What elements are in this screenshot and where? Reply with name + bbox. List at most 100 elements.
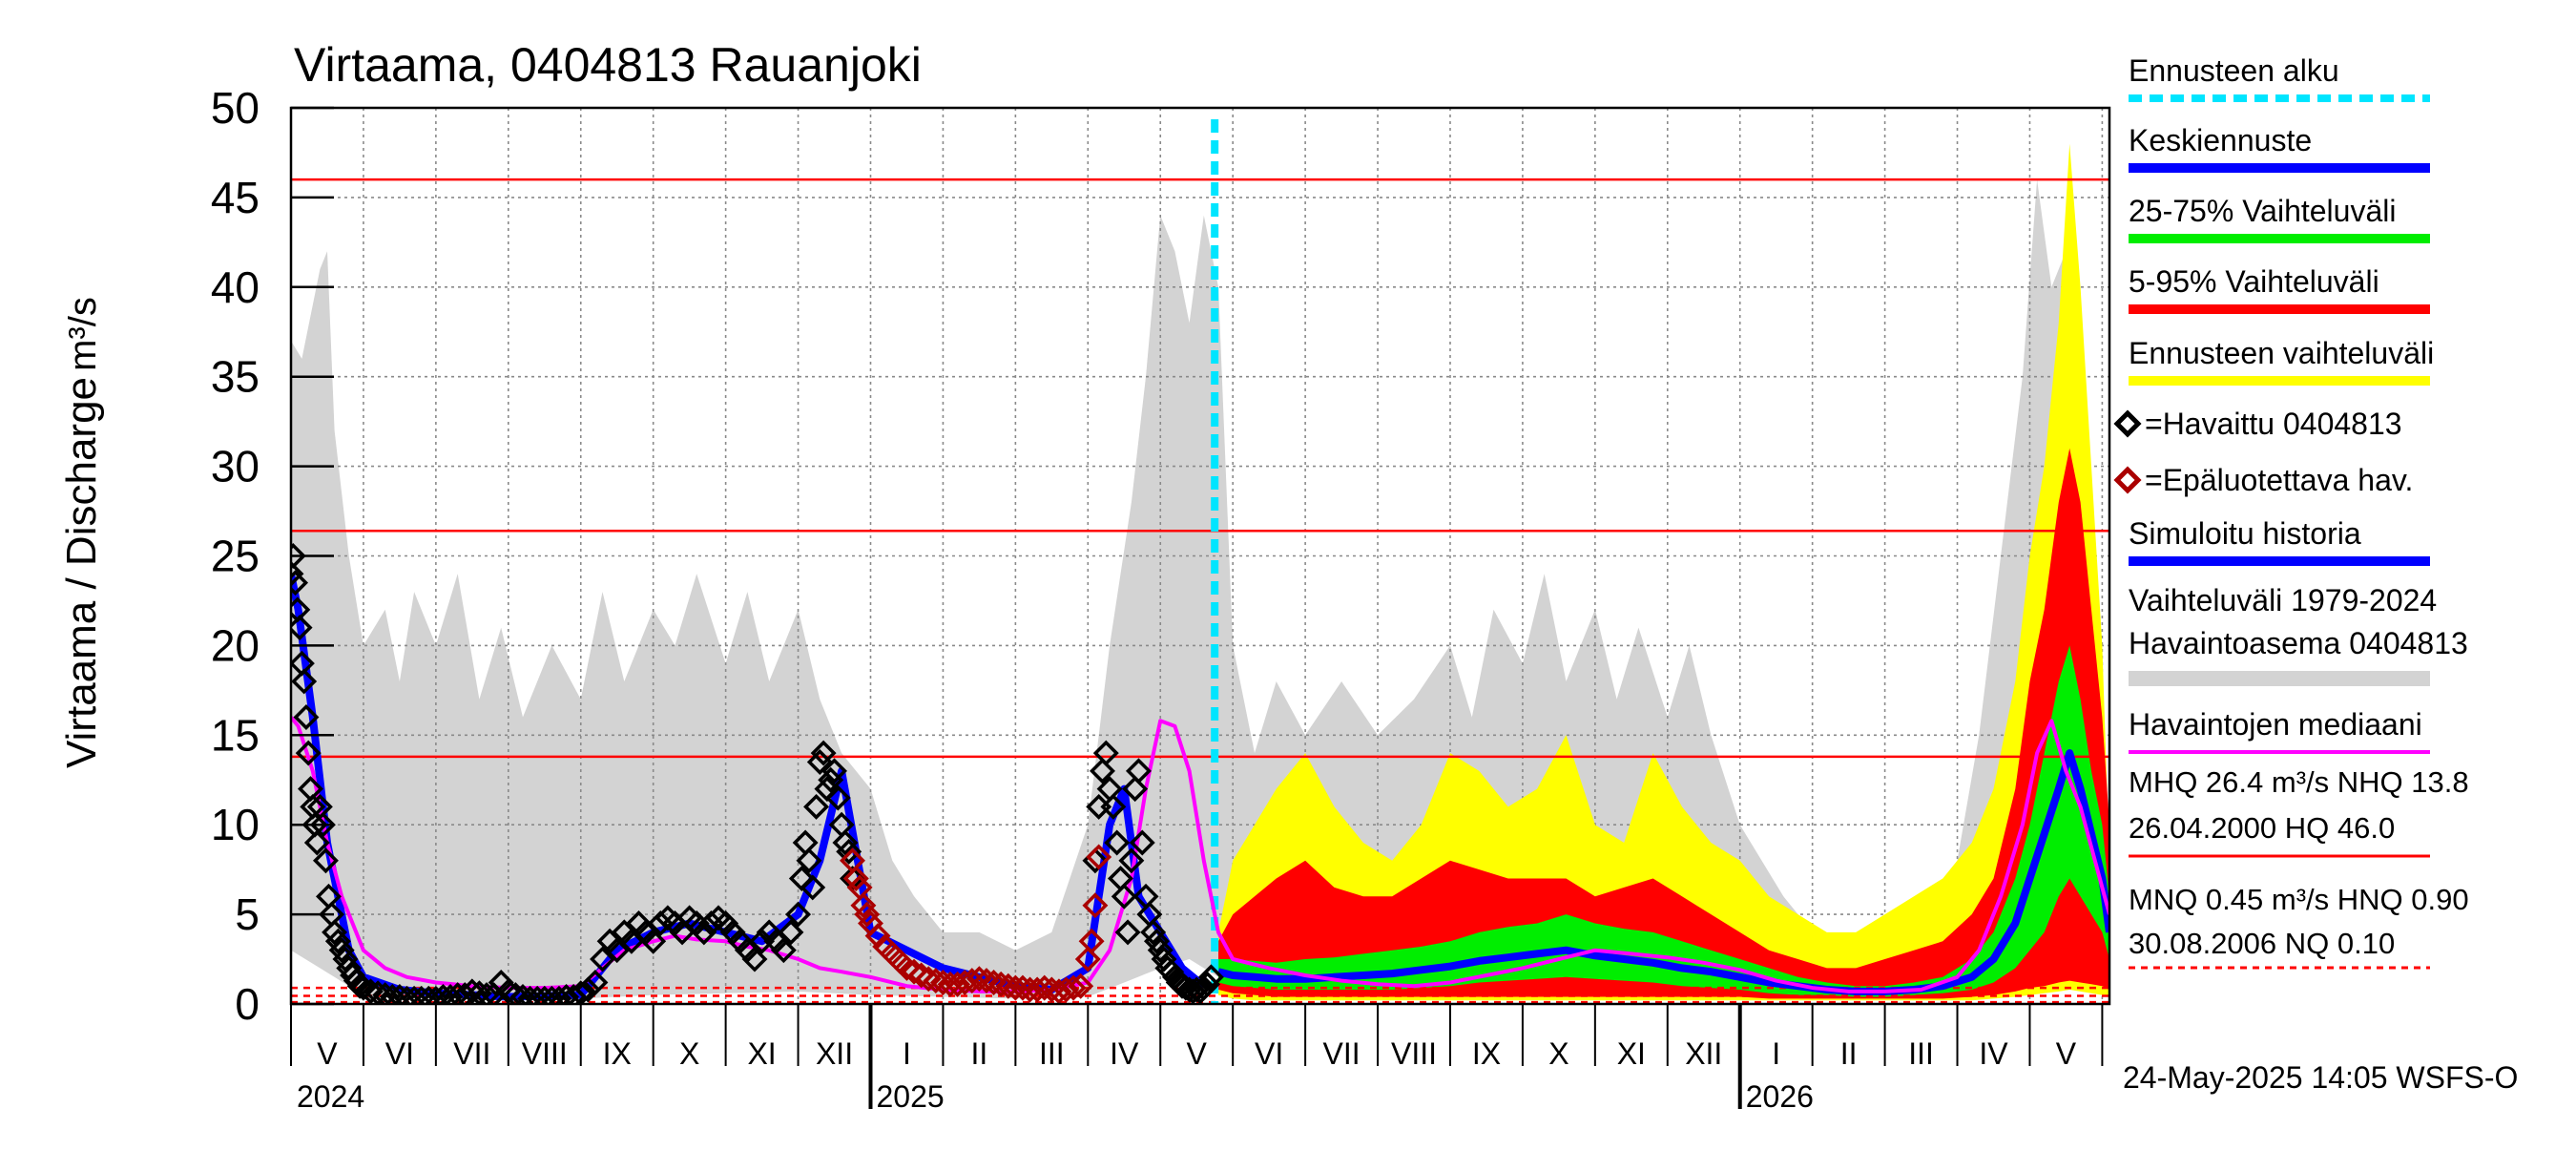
legend-label-vaihteluvali-5-95: 5-95% Vaihteluväli — [2129, 264, 2379, 299]
unreliable-point — [1086, 844, 1112, 870]
observed-point — [293, 704, 320, 730]
observed-point — [836, 838, 862, 865]
observed-point — [1100, 793, 1127, 820]
observed-point — [618, 928, 645, 954]
observed-point — [590, 946, 616, 972]
y-axis-unit: m³/s — [62, 297, 104, 371]
observed-point — [800, 874, 826, 901]
observed-point — [459, 978, 486, 1004]
observation-markers — [291, 543, 1224, 1004]
y-tick-label: 35 — [211, 352, 260, 402]
x-month-label: X — [1548, 1036, 1568, 1071]
unreliable-point — [854, 901, 881, 928]
observed-point — [322, 919, 348, 946]
x-month-label: VII — [453, 1036, 490, 1071]
stats-line-3: MNQ 0.45 m³/s HNQ 0.90 — [2129, 883, 2469, 916]
y-axis-label: Virtaama / Discharge — [58, 377, 105, 768]
forecast-range-band — [1218, 143, 2109, 1001]
y-tick-label: 20 — [211, 620, 260, 670]
y-tick-label: 25 — [211, 532, 260, 581]
observed-point — [1197, 964, 1224, 991]
x-month-label: X — [679, 1036, 699, 1071]
y-tick-label: 30 — [211, 442, 260, 491]
observed-point — [291, 543, 306, 569]
footer-timestamp: 24-May-2025 14:05 WSFS-O — [2123, 1060, 2518, 1095]
unreliable-point — [966, 966, 992, 993]
x-month-label: XII — [1685, 1036, 1722, 1071]
legend-label-ennusteen-vaihteluvali: Ennusteen vaihteluväli — [2129, 336, 2434, 370]
y-tick-label: 50 — [211, 83, 260, 133]
legend-swatch-epaluotettava — [2113, 466, 2142, 494]
unreliable-point — [1031, 974, 1058, 1001]
unreliable-point — [1068, 972, 1094, 999]
observed-point — [291, 615, 313, 641]
observed-point — [741, 946, 768, 972]
legend-label-keskiennuste: Keskiennuste — [2129, 123, 2312, 157]
x-month-label: IV — [1979, 1036, 2008, 1071]
forecast-25-75-band — [1218, 645, 2109, 997]
observed-point — [574, 976, 601, 1003]
legend-label-epaluotettava: =Epäluotettava hav. — [2145, 463, 2413, 497]
x-month-label: III — [1908, 1036, 1934, 1071]
observed-point — [582, 969, 609, 995]
observed-point — [832, 829, 859, 856]
observed-point — [796, 847, 822, 874]
x-month-label: I — [1772, 1036, 1780, 1071]
unreliable-point — [915, 966, 942, 993]
x-month-label: VI — [385, 1036, 414, 1071]
observed-point — [473, 982, 500, 1004]
observed-point — [1092, 740, 1119, 766]
unreliable-point — [1060, 974, 1087, 1001]
x-month-label: V — [1187, 1036, 1208, 1071]
legend-label-ennusteen-alku: Ennusteen alku — [2129, 53, 2339, 88]
x-month-label: III — [1039, 1036, 1065, 1071]
x-month-label: V — [317, 1036, 338, 1071]
observed-point — [1143, 928, 1170, 954]
x-month-label: VIII — [522, 1036, 568, 1071]
observed-point — [1129, 829, 1155, 856]
unreliable-point — [923, 968, 949, 994]
x-year-label: 2024 — [297, 1079, 364, 1114]
legend-label-vaihteluvali-25-75: 25-75% Vaihteluväli — [2129, 194, 2396, 228]
x-month-label: V — [2056, 1036, 2077, 1071]
legend-label-havaittu: =Havaittu 0404813 — [2145, 407, 2402, 441]
x-month-label: I — [903, 1036, 911, 1071]
x-month-label: II — [1840, 1036, 1858, 1071]
unreliable-point — [987, 971, 1014, 997]
x-month-label: IX — [603, 1036, 632, 1071]
x-month-label: IV — [1110, 1036, 1139, 1071]
observed-point — [291, 560, 304, 587]
observed-point — [291, 668, 318, 695]
x-month-label: VIII — [1391, 1036, 1437, 1071]
observed-point — [309, 811, 336, 838]
observed-point — [1195, 971, 1221, 997]
observed-point — [312, 847, 339, 874]
stats-line-1: MHQ 26.4 m³/s NHQ 13.8 — [2129, 765, 2469, 799]
unreliable-point — [842, 866, 869, 892]
x-month-label: VII — [1323, 1036, 1361, 1071]
observed-point — [1118, 847, 1145, 874]
unreliable-point — [850, 892, 877, 919]
unreliable-point — [945, 971, 971, 997]
observed-point — [553, 984, 580, 1004]
legend-label-vaihteluvali-1979-2: Havaintoasema 0404813 — [2129, 626, 2468, 660]
legend-swatch-havaittu — [2113, 409, 2142, 438]
observed-point — [691, 919, 717, 946]
x-year-label: 2025 — [876, 1079, 944, 1114]
observed-point — [502, 982, 529, 1004]
observed-point — [303, 829, 330, 856]
observed-point — [495, 978, 522, 1004]
unreliable-point — [893, 954, 920, 981]
observed-point — [324, 928, 351, 954]
observed-point — [770, 937, 797, 964]
stats-line-4: 30.08.2006 NQ 0.10 — [2129, 927, 2395, 960]
observed-point — [1125, 758, 1152, 784]
observed-point — [1111, 883, 1137, 910]
legend: Ennusteen alku Keskiennuste 25-75% Vaihtel… — [2113, 53, 2468, 754]
stats-line-2: 26.04.2000 HQ 46.0 — [2129, 811, 2395, 845]
observed-point — [445, 982, 471, 1004]
observed-point — [821, 758, 847, 784]
